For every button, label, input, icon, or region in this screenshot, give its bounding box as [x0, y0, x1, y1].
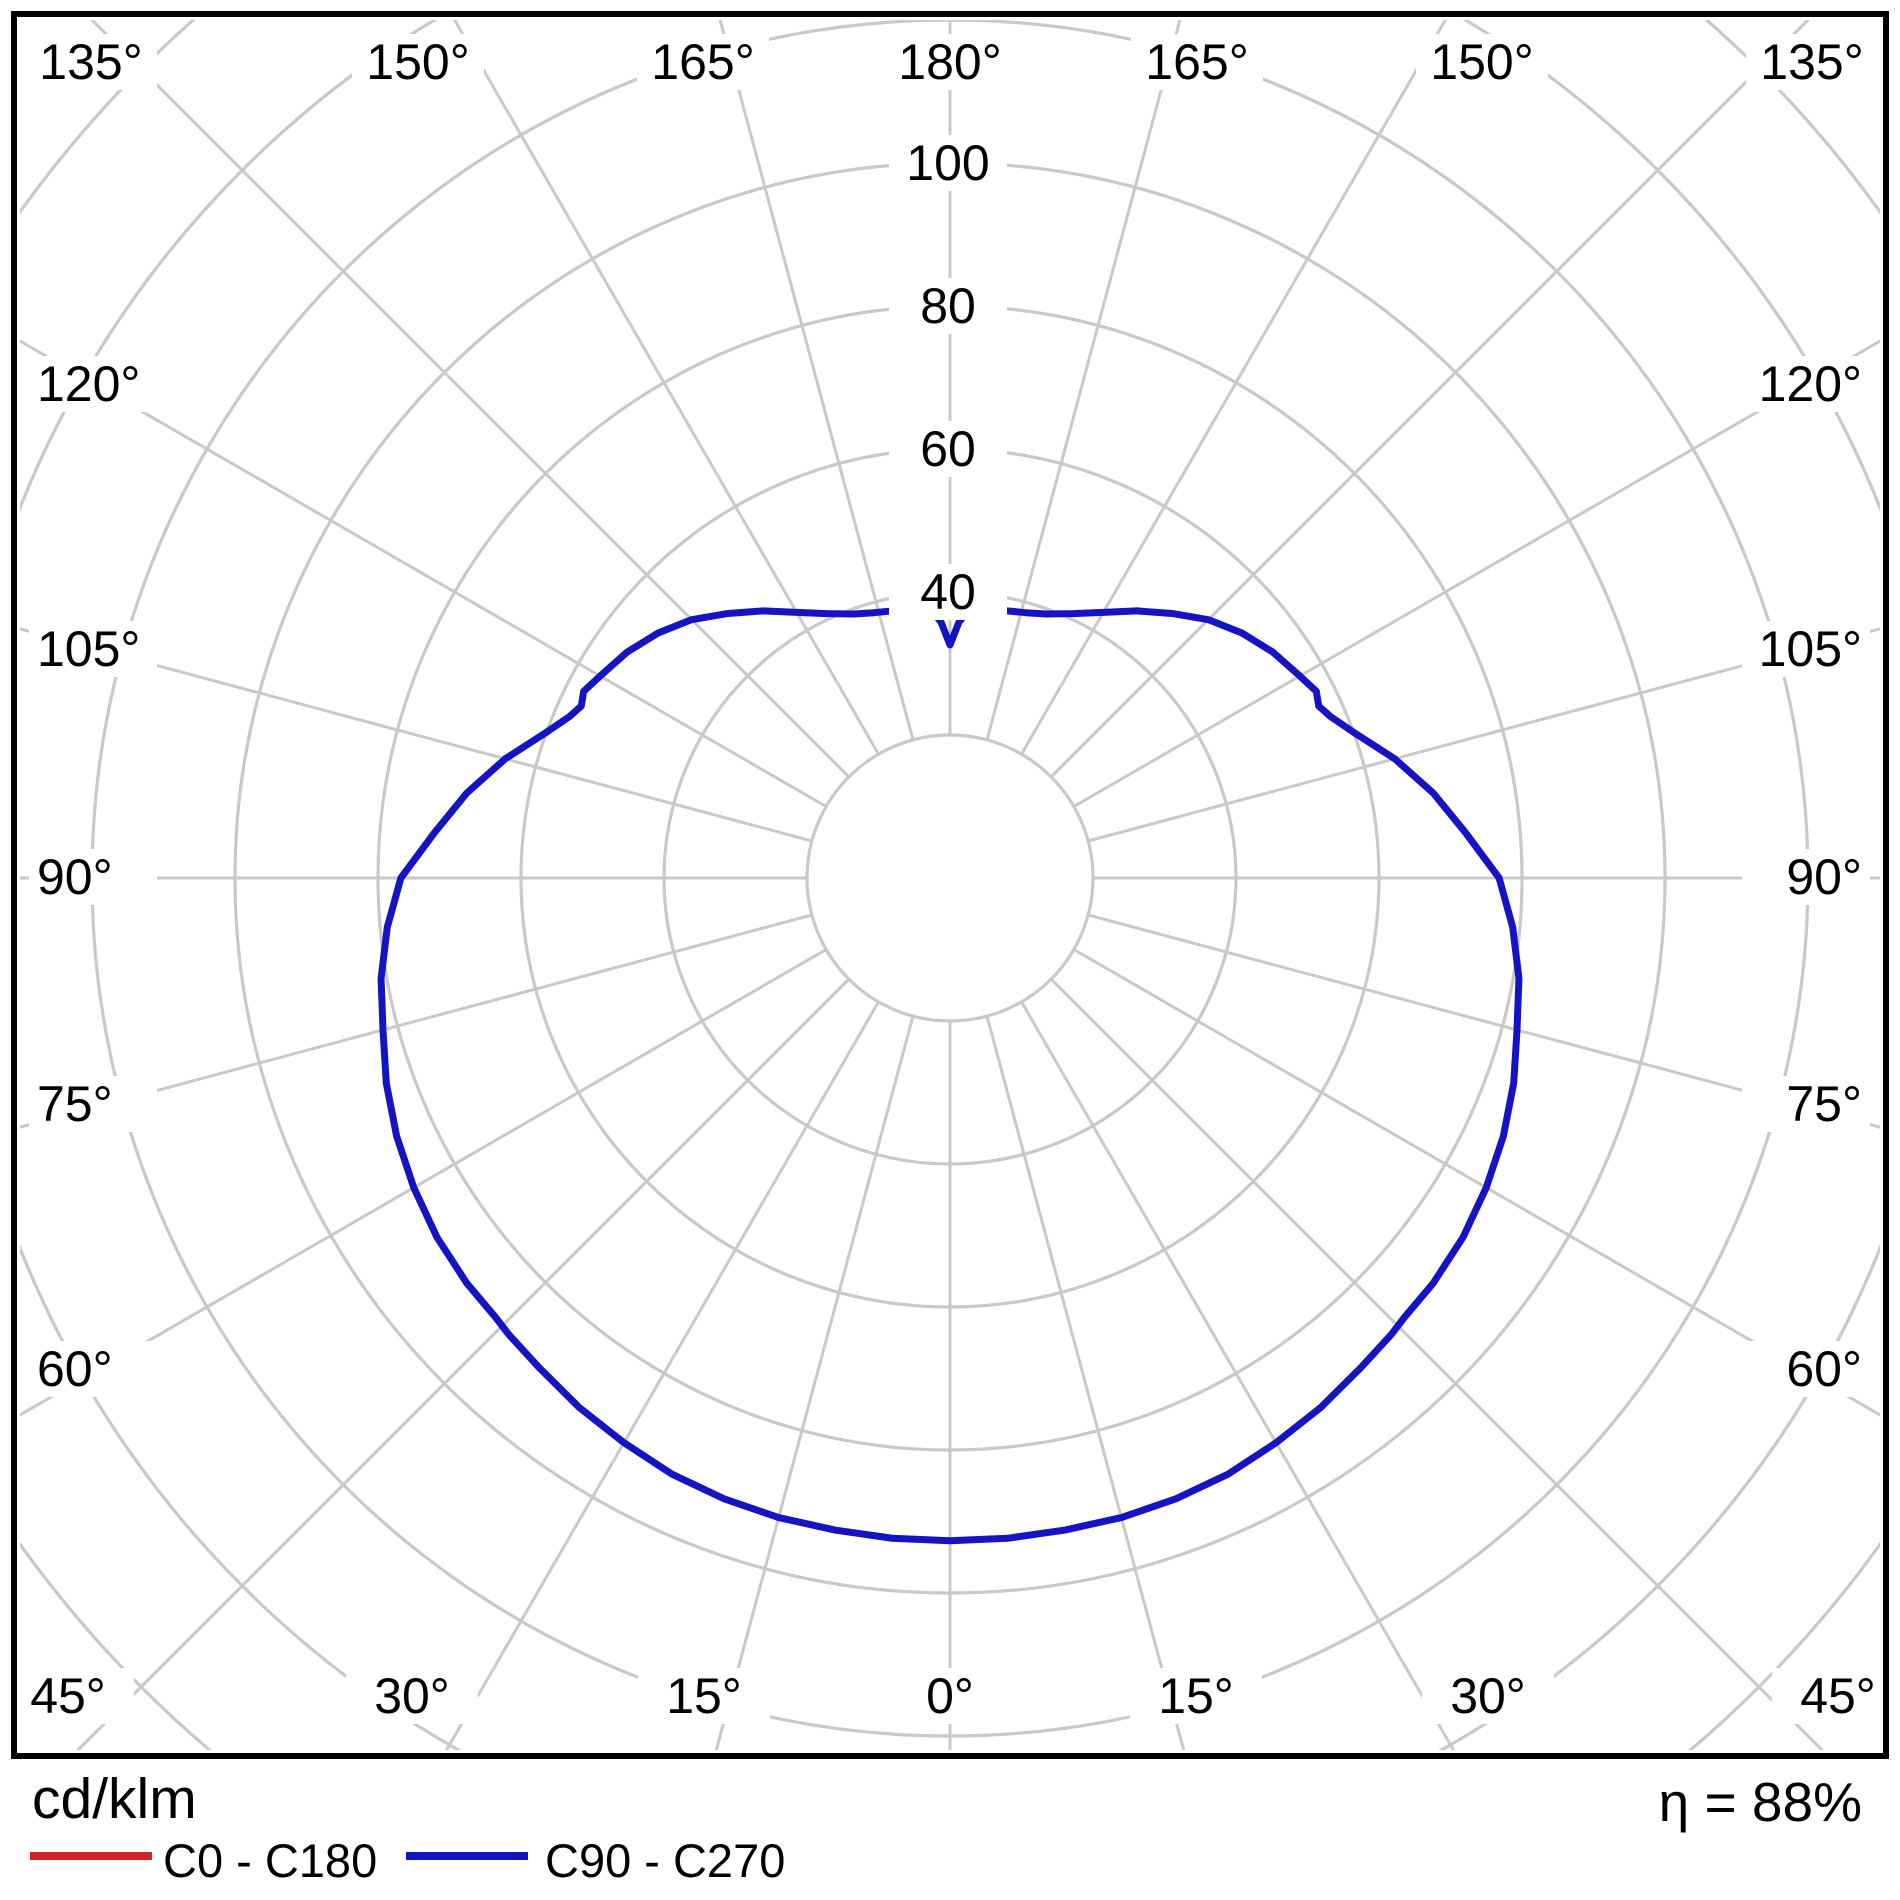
angle-label-top-2-bg	[637, 34, 769, 90]
angle-label-right-3: 75°	[1786, 1076, 1862, 1132]
angle-label-bottom-5-bg	[1422, 1668, 1554, 1724]
angle-label-top-0-bg	[25, 34, 157, 90]
grid-ring	[805, 733, 1095, 1023]
radial-label-40-bg	[889, 564, 1007, 620]
radial-label-40: 40	[920, 564, 976, 620]
angle-label-top-3-bg	[884, 34, 1016, 90]
radial-label-80-bg	[889, 278, 1007, 334]
radial-label-60: 60	[920, 421, 976, 477]
radial-label-100: 100	[906, 135, 989, 191]
angle-label-right-4-bg	[1742, 1341, 1870, 1397]
efficiency-value: η = 88%	[1658, 1771, 1862, 1833]
grid-spoke	[985, 20, 1182, 741]
angle-label-left-0: 120°	[37, 356, 140, 412]
angle-label-top-1: 150°	[366, 34, 469, 90]
angle-label-top-1-bg	[352, 34, 484, 90]
angle-label-top-5: 150°	[1430, 34, 1533, 90]
angle-label-right-1: 105°	[1759, 621, 1862, 677]
grid-spoke	[1073, 339, 1880, 808]
grid-spoke	[20, 913, 813, 1129]
grid-spoke	[1020, 20, 1448, 755]
angle-label-top-3: 180°	[898, 34, 1001, 90]
angle-label-right-2-bg	[1742, 849, 1870, 905]
angle-label-right-2: 90°	[1786, 849, 1862, 905]
angle-label-left-2: 90°	[37, 849, 113, 905]
label-layer: 40 60 80 100 135° 150° 165° 180° 165° 150° 135° 45°…	[2, 34, 1900, 1724]
angle-label-right-0: 120°	[1759, 356, 1862, 412]
plot-frame	[11, 11, 1889, 1759]
angle-label-left-2-bg	[29, 849, 157, 905]
angle-label-left-3-bg	[29, 1076, 157, 1132]
angle-label-bottom-1: 30°	[374, 1668, 450, 1724]
grid-spoke	[714, 1015, 915, 1750]
angle-label-top-0: 135°	[39, 34, 142, 90]
angle-label-bottom-4: 15°	[1158, 1668, 1234, 1724]
angle-label-left-1-bg	[29, 621, 157, 677]
grid-spoke	[718, 20, 915, 741]
curve-layer	[377, 606, 1523, 1545]
angle-label-bottom-2: 15°	[666, 1668, 742, 1724]
angle-label-left-4-bg	[29, 1341, 157, 1397]
grid-spoke	[20, 339, 827, 808]
angle-label-right-1-bg	[1742, 621, 1870, 677]
angle-label-bottom-3-bg	[884, 1668, 1016, 1724]
grid-spoke	[452, 20, 880, 755]
grid-spoke	[1050, 20, 1811, 778]
angle-label-bottom-3: 0°	[926, 1668, 974, 1724]
angle-label-right-0-bg	[1742, 356, 1870, 412]
angle-label-right-3-bg	[1742, 1076, 1870, 1132]
grid-spoke	[20, 627, 813, 843]
angle-label-bottom-6: 45°	[1800, 1668, 1876, 1724]
angle-label-right-4: 60°	[1786, 1341, 1862, 1397]
grid-spoke	[1073, 948, 1880, 1417]
angle-label-left-4: 60°	[37, 1341, 113, 1397]
angle-label-bottom-1-bg	[346, 1668, 478, 1724]
grid-spoke	[1020, 1001, 1456, 1750]
curve-c90-c270	[377, 606, 1523, 1545]
angle-label-top-6: 135°	[1760, 34, 1863, 90]
angle-label-bottom-2-bg	[638, 1668, 770, 1724]
grid-spoke	[1087, 913, 1880, 1129]
angle-label-bottom-0: 45°	[30, 1668, 106, 1724]
angle-label-top-6-bg	[1746, 34, 1878, 90]
angle-label-top-2: 165°	[651, 34, 754, 90]
grid-spoke	[20, 948, 827, 1417]
angle-label-top-4: 165°	[1145, 34, 1248, 90]
grid-spoke	[444, 1001, 880, 1750]
angle-label-bottom-5: 30°	[1450, 1668, 1526, 1724]
angle-label-top-4-bg	[1131, 34, 1263, 90]
angle-label-bottom-4-bg	[1130, 1668, 1262, 1724]
units-label: cd/klm	[32, 1767, 197, 1831]
angle-label-bottom-6-bg	[1772, 1668, 1900, 1724]
angle-label-left-0-bg	[29, 356, 157, 412]
radial-label-80: 80	[920, 278, 976, 334]
angle-label-top-5-bg	[1416, 34, 1548, 90]
grid-spoke	[985, 1015, 1186, 1750]
grid-spoke	[75, 978, 850, 1750]
angle-label-left-3: 75°	[37, 1076, 113, 1132]
grid-spoke	[1050, 978, 1825, 1750]
grid-spoke	[1087, 627, 1880, 843]
radial-label-60-bg	[889, 421, 1007, 477]
angle-label-bottom-0-bg	[2, 1668, 134, 1724]
angle-label-left-1: 105°	[37, 621, 140, 677]
radial-label-100-bg	[889, 135, 1007, 191]
